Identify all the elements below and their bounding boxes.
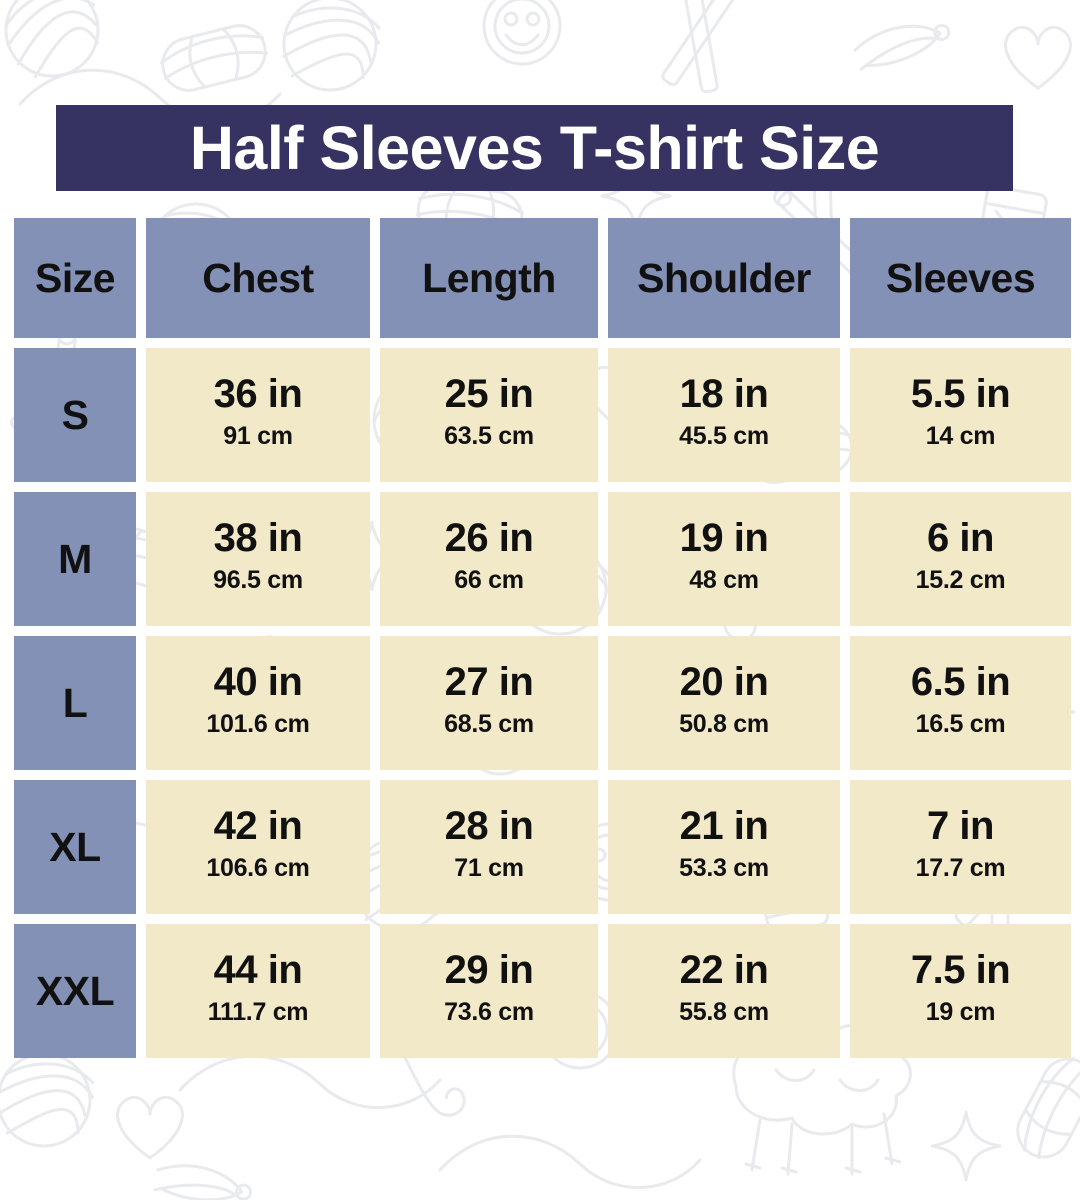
table-cell-shoulder: 21 in 53.3 cm (608, 780, 840, 914)
value-centimeters: 71 cm (454, 854, 524, 883)
table-cell-shoulder: 19 in 48 cm (608, 492, 840, 626)
table-cell-sleeves: 7 in 17.7 cm (850, 780, 1071, 914)
value-inches: 19 in (679, 516, 769, 561)
value-centimeters: 14 cm (925, 422, 996, 451)
column-header-shoulder: Shoulder (608, 218, 840, 338)
value-inches: 29 in (444, 948, 534, 993)
value-centimeters: 101.6 cm (206, 710, 310, 739)
table-cell-shoulder: 18 in 45.5 cm (608, 348, 840, 482)
column-header-label: Size (34, 254, 116, 301)
table-cell-length: 25 in 63.5 cm (380, 348, 598, 482)
table-cell-length: 26 in 66 cm (380, 492, 598, 626)
value-centimeters: 17.7 cm (915, 854, 1006, 883)
value-centimeters: 106.6 cm (206, 854, 310, 883)
chart-title-bar: Half Sleeves T-shirt Size (56, 105, 1013, 191)
table-cell-chest: 40 in 101.6 cm (146, 636, 370, 770)
column-header-size: Size (14, 218, 136, 338)
table-cell-shoulder: 20 in 50.8 cm (608, 636, 840, 770)
value-centimeters: 91 cm (223, 422, 293, 451)
value-centimeters: 48 cm (689, 566, 759, 595)
value-inches: 18 in (679, 372, 769, 417)
page-title: Half Sleeves T-shirt Size (189, 113, 880, 182)
table-cell-length: 29 in 73.6 cm (380, 924, 598, 1058)
value-inches: 25 in (444, 372, 534, 417)
table-cell-chest: 36 in 91 cm (146, 348, 370, 482)
value-centimeters: 53.3 cm (679, 854, 769, 883)
size-label: S (61, 391, 89, 438)
value-inches: 5.5 in (910, 372, 1011, 417)
value-centimeters: 96.5 cm (213, 566, 303, 595)
value-inches: 44 in (213, 948, 303, 993)
table-row-size-cell: XL (14, 780, 136, 914)
column-header-chest: Chest (146, 218, 370, 338)
value-inches: 38 in (213, 516, 303, 561)
table-cell-chest: 42 in 106.6 cm (146, 780, 370, 914)
size-chart-table: Size Chest Length Shoulder Sleeves S 36 … (14, 218, 1071, 1058)
table-row-size-cell: L (14, 636, 136, 770)
value-inches: 7.5 in (910, 948, 1011, 993)
table-row-size-cell: M (14, 492, 136, 626)
size-label: M (58, 535, 92, 582)
column-header-label: Shoulder (637, 254, 811, 301)
column-header-sleeves: Sleeves (850, 218, 1071, 338)
value-centimeters: 66 cm (454, 566, 524, 595)
value-inches: 28 in (444, 804, 534, 849)
value-centimeters: 111.7 cm (207, 998, 309, 1027)
value-centimeters: 16.5 cm (915, 710, 1006, 739)
value-inches: 40 in (213, 660, 303, 705)
value-inches: 26 in (444, 516, 534, 561)
table-cell-chest: 44 in 111.7 cm (146, 924, 370, 1058)
table-cell-length: 28 in 71 cm (380, 780, 598, 914)
column-header-length: Length (380, 218, 598, 338)
table-cell-sleeves: 5.5 in 14 cm (850, 348, 1071, 482)
table-row-size-cell: S (14, 348, 136, 482)
table-cell-sleeves: 6 in 15.2 cm (850, 492, 1071, 626)
table-cell-sleeves: 7.5 in 19 cm (850, 924, 1071, 1058)
size-label: L (62, 679, 88, 726)
value-centimeters: 50.8 cm (679, 710, 769, 739)
value-centimeters: 73.6 cm (444, 998, 534, 1027)
value-inches: 36 in (213, 372, 303, 417)
table-cell-shoulder: 22 in 55.8 cm (608, 924, 840, 1058)
value-inches: 21 in (679, 804, 769, 849)
column-header-label: Chest (202, 254, 314, 301)
table-cell-sleeves: 6.5 in 16.5 cm (850, 636, 1071, 770)
value-centimeters: 68.5 cm (444, 710, 534, 739)
value-inches: 6.5 in (910, 660, 1011, 705)
value-centimeters: 15.2 cm (915, 566, 1006, 595)
value-inches: 6 in (927, 516, 994, 561)
value-inches: 42 in (213, 804, 303, 849)
table-cell-length: 27 in 68.5 cm (380, 636, 598, 770)
table-row-size-cell: XXL (14, 924, 136, 1058)
value-inches: 27 in (444, 660, 534, 705)
value-centimeters: 19 cm (925, 998, 996, 1027)
value-inches: 20 in (679, 660, 769, 705)
value-inches: 22 in (679, 948, 769, 993)
column-header-label: Sleeves (885, 254, 1036, 301)
value-centimeters: 55.8 cm (679, 998, 769, 1027)
value-centimeters: 45.5 cm (679, 422, 769, 451)
column-header-label: Length (422, 254, 556, 301)
size-label: XXL (35, 967, 115, 1014)
value-centimeters: 63.5 cm (444, 422, 534, 451)
value-inches: 7 in (927, 804, 994, 849)
table-cell-chest: 38 in 96.5 cm (146, 492, 370, 626)
size-label: XL (49, 823, 101, 870)
